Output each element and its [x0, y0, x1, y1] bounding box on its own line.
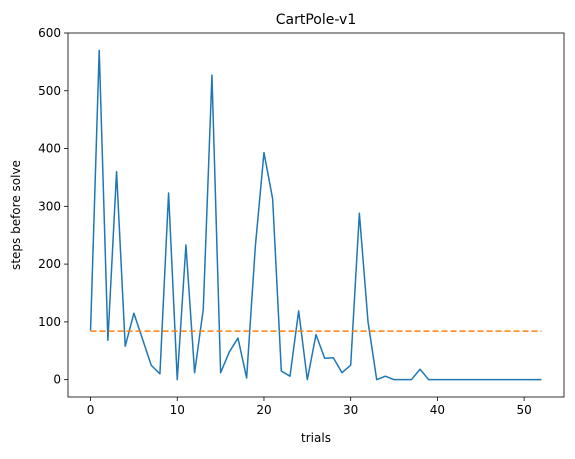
plot-background: [68, 33, 564, 397]
chart-title: CartPole-v1: [276, 12, 356, 28]
series-layer: [89, 49, 542, 381]
plot-frame: [67, 32, 565, 398]
x-tick-label: 20: [256, 403, 271, 417]
y-tick-label: 200: [38, 257, 61, 271]
series-line: [89, 49, 542, 381]
y-tick-label: 600: [38, 26, 61, 40]
y-tick-label: 400: [38, 142, 61, 156]
y-axis: 0 100 200 300 400 500 600: [38, 26, 68, 387]
x-tick-label: 10: [170, 403, 185, 417]
y-tick-label: 100: [38, 315, 61, 329]
x-tick-label: 30: [343, 403, 358, 417]
x-tick-label: 40: [430, 403, 445, 417]
x-tick-label: 0: [87, 403, 95, 417]
x-tick-label: 50: [516, 403, 531, 417]
y-tick-label: 0: [53, 373, 61, 387]
x-axis-label: trials: [301, 431, 331, 445]
y-tick-label: 300: [38, 199, 61, 213]
y-tick-label: 500: [38, 84, 61, 98]
y-axis-label: steps before solve: [9, 160, 23, 270]
x-axis: 0 10 20 30 40 50: [87, 397, 532, 417]
